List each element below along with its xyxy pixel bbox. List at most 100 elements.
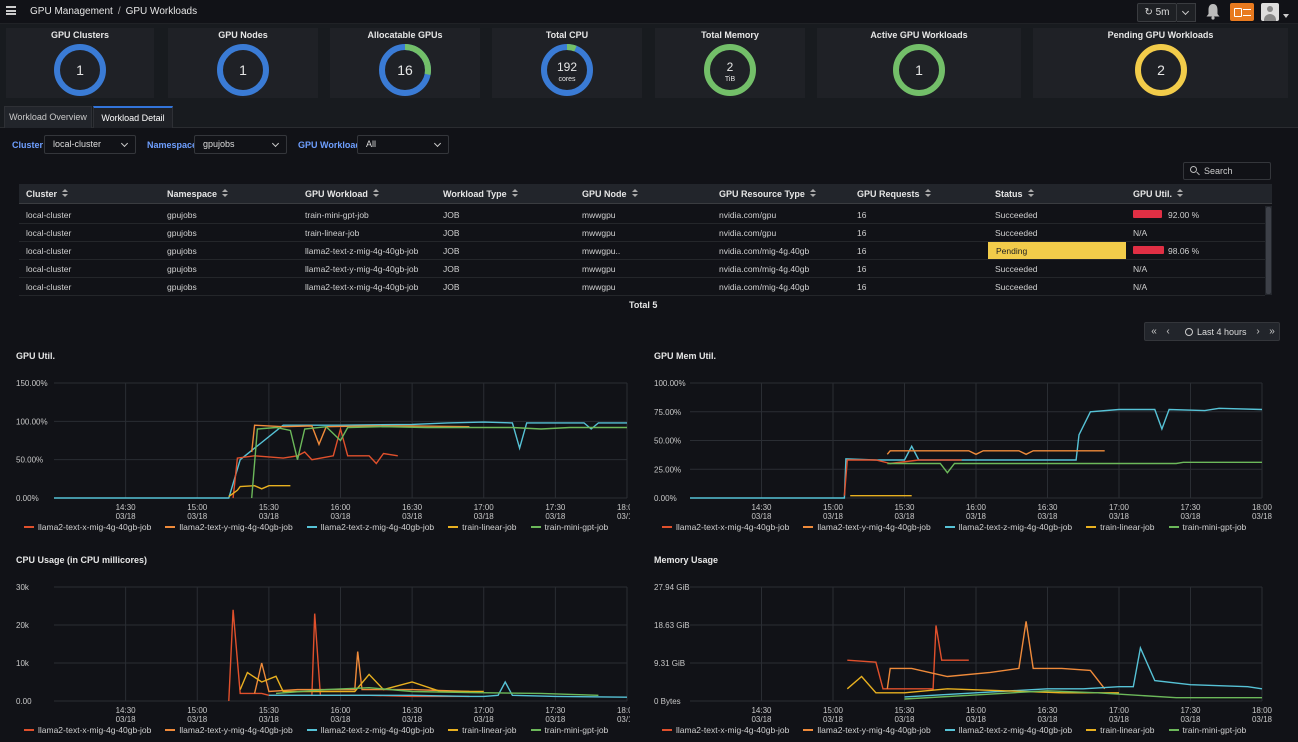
sort-icon[interactable] bbox=[924, 189, 931, 198]
x-tick-label: 17:00 bbox=[474, 503, 495, 512]
stat-donut: 16 bbox=[379, 44, 431, 96]
table-row[interactable]: local-cluster gpujobs llama2-text-y-mig-4g… bbox=[19, 260, 1265, 278]
legend-item[interactable]: train-linear-job bbox=[448, 725, 517, 735]
menu-icon[interactable] bbox=[6, 6, 16, 15]
legend-item[interactable]: llama2-text-z-mig-4g-40gb-job bbox=[944, 522, 1073, 532]
column-header[interactable]: GPU Requests bbox=[857, 189, 931, 199]
double-chevron-right-icon[interactable]: » bbox=[1269, 326, 1275, 337]
legend-item[interactable]: llama2-text-y-mig-4g-40gb-job bbox=[165, 522, 293, 532]
column-header[interactable]: Namespace bbox=[167, 189, 229, 199]
legend-label: llama2-text-z-mig-4g-40gb-job bbox=[958, 522, 1073, 532]
legend-item[interactable]: llama2-text-x-mig-4g-40gb-job bbox=[24, 522, 151, 532]
namespace-select[interactable]: gpujobs bbox=[194, 135, 287, 154]
column-header[interactable]: Cluster bbox=[26, 189, 69, 199]
id-card-icon[interactable] bbox=[1230, 3, 1254, 21]
workload-select[interactable]: All bbox=[357, 135, 449, 154]
breadcrumb-item[interactable]: GPU Management bbox=[30, 6, 113, 17]
stat-unit: TiB bbox=[725, 76, 736, 83]
breadcrumb-item[interactable]: GPU Workloads bbox=[125, 6, 198, 17]
legend-item[interactable]: train-mini-gpt-job bbox=[530, 522, 608, 532]
avatar[interactable] bbox=[1261, 3, 1279, 21]
x-tick-label: 03/18 bbox=[259, 715, 280, 724]
y-tick-label: 20k bbox=[16, 621, 30, 630]
chevron-right-icon[interactable]: › bbox=[1256, 326, 1260, 337]
legend-swatch bbox=[1086, 729, 1097, 731]
stat-donut: 2 TiB bbox=[704, 44, 756, 96]
double-chevron-left-icon[interactable]: « bbox=[1151, 326, 1157, 337]
legend-item[interactable]: llama2-text-z-mig-4g-40gb-job bbox=[306, 522, 434, 532]
sort-icon[interactable] bbox=[222, 189, 229, 198]
legend-item[interactable]: llama2-text-y-mig-4g-40gb-job bbox=[165, 725, 293, 735]
refresh-dropdown-button[interactable] bbox=[1177, 3, 1196, 22]
stat-value: 2 bbox=[1157, 62, 1165, 78]
column-header-label: GPU Node bbox=[582, 189, 627, 199]
detail-panel bbox=[0, 128, 1298, 742]
table-row[interactable]: local-cluster gpujobs llama2-text-z-mig-4g… bbox=[19, 242, 1265, 260]
column-header[interactable]: GPU Resource Type bbox=[719, 189, 816, 199]
legend-swatch bbox=[1168, 526, 1179, 528]
legend-item[interactable]: llama2-text-y-mig-4g-40gb-job bbox=[803, 522, 931, 532]
table-row[interactable]: local-cluster gpujobs train-mini-gpt-job JO… bbox=[19, 206, 1265, 224]
column-header[interactable]: Status bbox=[995, 189, 1034, 199]
x-tick-label: 14:30 bbox=[751, 706, 772, 715]
time-range-label[interactable]: Last 4 hours bbox=[1197, 327, 1247, 337]
stat-tile: GPU Nodes 1 bbox=[168, 28, 318, 98]
legend-item[interactable]: llama2-text-z-mig-4g-40gb-job bbox=[306, 725, 435, 735]
legend-item[interactable]: train-mini-gpt-job bbox=[1168, 522, 1246, 532]
namespace-select-value: gpujobs bbox=[203, 139, 235, 149]
legend-item[interactable]: llama2-text-x-mig-4g-40gb-job bbox=[24, 725, 151, 735]
table-cell-cluster: local-cluster bbox=[26, 246, 72, 256]
legend-swatch bbox=[530, 729, 541, 731]
sort-icon[interactable] bbox=[631, 189, 638, 198]
chevron-down-icon bbox=[271, 139, 280, 148]
stat-donut: 1 bbox=[217, 44, 269, 96]
legend-item[interactable]: llama2-text-x-mig-4g-40gb-job bbox=[662, 725, 789, 735]
chevron-down-icon[interactable] bbox=[1283, 14, 1289, 18]
sort-icon[interactable] bbox=[1027, 189, 1034, 198]
column-header[interactable]: GPU Node bbox=[582, 189, 638, 199]
table-cell-namespace: gpujobs bbox=[167, 246, 197, 256]
cluster-select[interactable]: local-cluster bbox=[44, 135, 136, 154]
x-tick-label: 15:30 bbox=[894, 503, 915, 512]
sort-icon[interactable] bbox=[511, 189, 518, 198]
series-line-llama2-text-z-mig-4g-40gb-job bbox=[268, 680, 628, 698]
legend-item[interactable]: train-mini-gpt-job bbox=[1168, 725, 1246, 735]
search-input[interactable]: Search bbox=[1183, 162, 1271, 180]
y-tick-label: 150.00% bbox=[16, 379, 48, 388]
table-cell-node: mwwgpu bbox=[582, 210, 616, 220]
sort-icon[interactable] bbox=[62, 189, 69, 198]
legend-item[interactable]: llama2-text-y-mig-4g-40gb-job bbox=[803, 725, 931, 735]
stat-value: 16 bbox=[397, 62, 413, 78]
legend-item[interactable]: train-linear-job bbox=[448, 522, 517, 532]
table-cell-resource: nvidia.com/mig-4g.40gb bbox=[719, 282, 810, 292]
legend-label: llama2-text-y-mig-4g-40gb-job bbox=[179, 522, 293, 532]
legend-swatch bbox=[662, 526, 672, 528]
tab-workload-overview[interactable]: Workload Overview bbox=[4, 106, 92, 128]
legend-item[interactable]: train-linear-job bbox=[1086, 725, 1155, 735]
x-tick-label: 03/18 bbox=[187, 715, 208, 724]
legend-item[interactable]: llama2-text-z-mig-4g-40gb-job bbox=[944, 725, 1072, 735]
table-row[interactable]: local-cluster gpujobs llama2-text-x-mig-4g… bbox=[19, 278, 1265, 296]
legend-label: llama2-text-z-mig-4g-40gb-job bbox=[320, 725, 435, 735]
tab-workload-detail[interactable]: Workload Detail bbox=[93, 106, 173, 128]
legend-item[interactable]: train-mini-gpt-job bbox=[530, 725, 608, 735]
column-header[interactable]: GPU Workload bbox=[305, 189, 379, 199]
sort-icon[interactable] bbox=[809, 189, 816, 198]
stat-ring bbox=[704, 44, 756, 96]
time-range-control[interactable]: « ‹ Last 4 hours › » bbox=[1144, 322, 1280, 341]
legend-item[interactable]: train-linear-job bbox=[1086, 522, 1155, 532]
table-scrollbar-thumb[interactable] bbox=[1266, 207, 1271, 294]
table-cell-status: Succeeded bbox=[995, 264, 1038, 274]
legend-item[interactable]: llama2-text-x-mig-4g-40gb-job bbox=[662, 522, 789, 532]
table-row[interactable]: local-cluster gpujobs train-linear-job JOB m… bbox=[19, 224, 1265, 242]
series-line-llama2-text-x-mig-4g-40gb-job bbox=[847, 625, 969, 690]
bell-icon[interactable] bbox=[1205, 3, 1221, 20]
chevron-left-icon[interactable]: ‹ bbox=[1166, 326, 1170, 337]
x-tick-label: 03/18 bbox=[617, 715, 630, 724]
refresh-button[interactable]: ↻ 5m bbox=[1137, 3, 1177, 22]
column-header[interactable]: Workload Type bbox=[443, 189, 518, 199]
sort-icon[interactable] bbox=[372, 189, 379, 198]
sort-icon[interactable] bbox=[1177, 189, 1184, 198]
column-header[interactable]: GPU Util. bbox=[1133, 189, 1184, 199]
table-cell-cluster: local-cluster bbox=[26, 210, 72, 220]
